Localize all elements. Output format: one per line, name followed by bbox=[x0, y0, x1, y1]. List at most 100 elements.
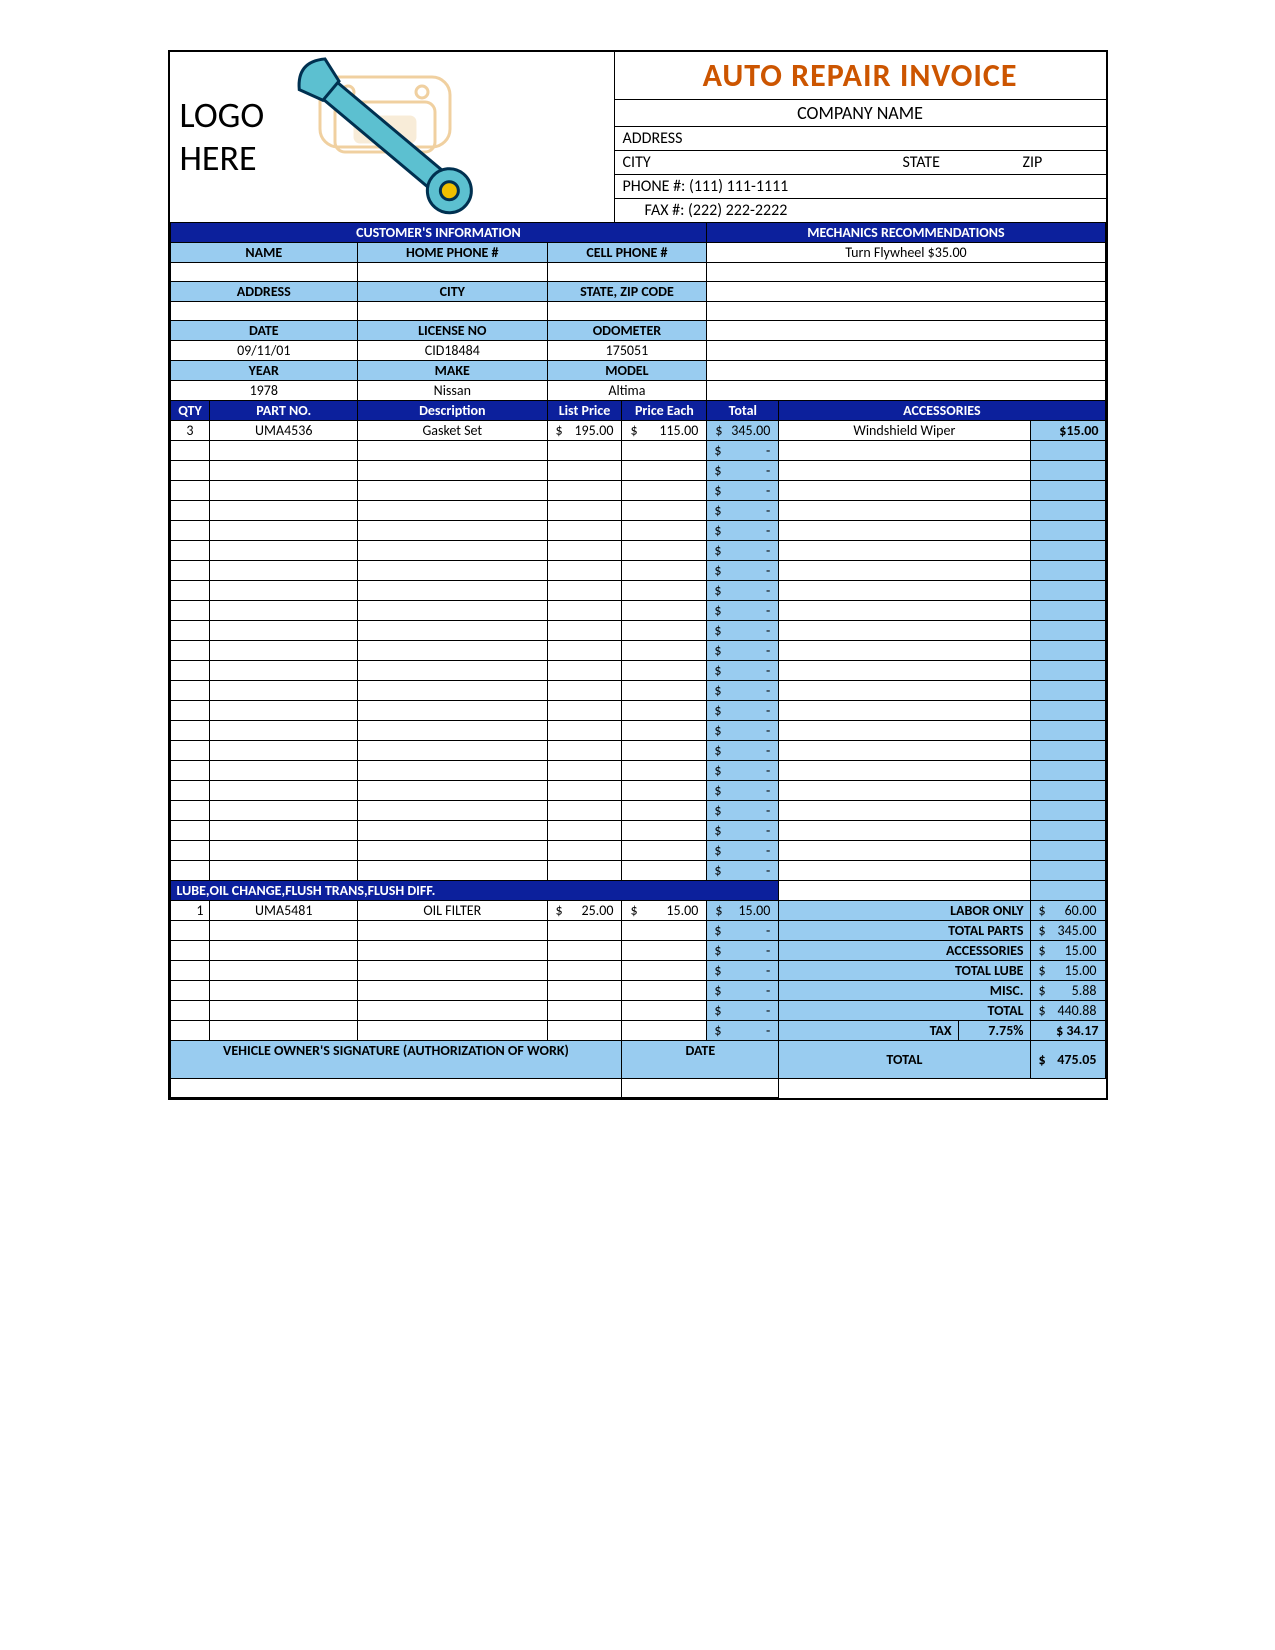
qty-cell[interactable] bbox=[170, 481, 210, 501]
list-price-cell[interactable] bbox=[547, 821, 622, 841]
list-price-cell[interactable] bbox=[547, 641, 622, 661]
list-price-cell[interactable] bbox=[547, 621, 622, 641]
accessory-price-cell[interactable]: $15.00 bbox=[1030, 421, 1105, 441]
accessory-price-cell[interactable] bbox=[1030, 641, 1105, 661]
accessory-name-cell[interactable] bbox=[779, 481, 1030, 501]
accessory-price-cell[interactable] bbox=[1030, 821, 1105, 841]
description-cell[interactable] bbox=[358, 721, 547, 741]
qty-cell[interactable] bbox=[170, 761, 210, 781]
qty-cell[interactable] bbox=[170, 861, 210, 881]
accessory-price-cell[interactable] bbox=[1030, 781, 1105, 801]
list-price-cell[interactable] bbox=[547, 701, 622, 721]
price-each-cell[interactable] bbox=[622, 821, 707, 841]
price-each-cell[interactable] bbox=[622, 861, 707, 881]
accessory-price-cell[interactable] bbox=[1030, 561, 1105, 581]
price-each-cell[interactable] bbox=[622, 561, 707, 581]
accessory-name-cell[interactable] bbox=[779, 781, 1030, 801]
qty-cell[interactable] bbox=[170, 461, 210, 481]
accessory-name-cell[interactable] bbox=[779, 721, 1030, 741]
license-value[interactable]: CID18484 bbox=[358, 341, 547, 361]
description-cell[interactable] bbox=[358, 841, 547, 861]
price-each-cell[interactable] bbox=[622, 601, 707, 621]
list-price-cell[interactable] bbox=[547, 601, 622, 621]
price-each-cell[interactable] bbox=[622, 801, 707, 821]
partno-cell[interactable] bbox=[210, 601, 358, 621]
list-price-cell[interactable] bbox=[547, 561, 622, 581]
accessory-price-cell[interactable] bbox=[1030, 541, 1105, 561]
description-cell[interactable] bbox=[358, 521, 547, 541]
accessory-price-cell[interactable] bbox=[1030, 621, 1105, 641]
description-cell[interactable] bbox=[358, 541, 547, 561]
list-price-cell[interactable] bbox=[547, 741, 622, 761]
partno-cell[interactable] bbox=[210, 621, 358, 641]
list-price-cell[interactable] bbox=[547, 481, 622, 501]
cell-phone-value[interactable] bbox=[547, 263, 707, 282]
list-price-cell[interactable] bbox=[547, 521, 622, 541]
qty-cell[interactable] bbox=[170, 501, 210, 521]
accessory-name-cell[interactable] bbox=[779, 621, 1030, 641]
list-price-cell[interactable] bbox=[547, 781, 622, 801]
partno-cell[interactable] bbox=[210, 781, 358, 801]
list-price-cell[interactable] bbox=[547, 721, 622, 741]
partno-cell[interactable] bbox=[210, 761, 358, 781]
partno-cell[interactable] bbox=[210, 461, 358, 481]
name-value[interactable] bbox=[170, 263, 358, 282]
qty-cell[interactable] bbox=[170, 781, 210, 801]
price-each-cell[interactable] bbox=[622, 621, 707, 641]
partno-cell[interactable] bbox=[210, 501, 358, 521]
accessory-price-cell[interactable] bbox=[1030, 521, 1105, 541]
partno-cell[interactable] bbox=[210, 741, 358, 761]
lube-partno[interactable]: UMA5481 bbox=[210, 901, 358, 921]
qty-cell[interactable] bbox=[170, 581, 210, 601]
qty-cell[interactable] bbox=[170, 441, 210, 461]
description-cell[interactable] bbox=[358, 821, 547, 841]
qty-cell[interactable] bbox=[170, 701, 210, 721]
accessory-price-cell[interactable] bbox=[1030, 841, 1105, 861]
model-value[interactable]: Altima bbox=[547, 381, 707, 401]
partno-cell[interactable] bbox=[210, 541, 358, 561]
description-cell[interactable] bbox=[358, 741, 547, 761]
accessory-name-cell[interactable] bbox=[779, 741, 1030, 761]
description-cell[interactable] bbox=[358, 781, 547, 801]
partno-cell[interactable] bbox=[210, 561, 358, 581]
partno-cell[interactable] bbox=[210, 861, 358, 881]
partno-cell[interactable] bbox=[210, 641, 358, 661]
partno-cell[interactable] bbox=[210, 441, 358, 461]
description-cell[interactable] bbox=[358, 761, 547, 781]
qty-cell[interactable] bbox=[170, 741, 210, 761]
description-cell[interactable] bbox=[358, 601, 547, 621]
price-each-cell[interactable] bbox=[622, 581, 707, 601]
description-cell[interactable] bbox=[358, 621, 547, 641]
accessory-name-cell[interactable] bbox=[779, 501, 1030, 521]
price-each-cell[interactable] bbox=[622, 481, 707, 501]
date-value[interactable]: 09/11/01 bbox=[170, 341, 358, 361]
accessory-price-cell[interactable] bbox=[1030, 761, 1105, 781]
accessory-price-cell[interactable] bbox=[1030, 721, 1105, 741]
list-price-cell[interactable]: $195.00 bbox=[547, 421, 622, 441]
year-value[interactable]: 1978 bbox=[170, 381, 358, 401]
price-each-cell[interactable] bbox=[622, 741, 707, 761]
description-cell[interactable] bbox=[358, 501, 547, 521]
partno-cell[interactable] bbox=[210, 581, 358, 601]
qty-cell[interactable] bbox=[170, 661, 210, 681]
qty-cell[interactable] bbox=[170, 801, 210, 821]
price-each-cell[interactable] bbox=[622, 661, 707, 681]
description-cell[interactable] bbox=[358, 561, 547, 581]
qty-cell[interactable] bbox=[170, 521, 210, 541]
list-price-cell[interactable] bbox=[547, 541, 622, 561]
partno-cell[interactable] bbox=[210, 661, 358, 681]
accessory-price-cell[interactable] bbox=[1030, 861, 1105, 881]
qty-cell[interactable] bbox=[170, 721, 210, 741]
accessory-price-cell[interactable] bbox=[1030, 681, 1105, 701]
accessory-name-cell[interactable] bbox=[779, 561, 1030, 581]
description-cell[interactable] bbox=[358, 661, 547, 681]
accessory-price-cell[interactable] bbox=[1030, 441, 1105, 461]
partno-cell[interactable] bbox=[210, 681, 358, 701]
accessory-name-cell[interactable] bbox=[779, 441, 1030, 461]
lube-price-each[interactable]: $15.00 bbox=[622, 901, 707, 921]
qty-cell[interactable]: 3 bbox=[170, 421, 210, 441]
price-each-cell[interactable] bbox=[622, 541, 707, 561]
accessory-name-cell[interactable] bbox=[779, 641, 1030, 661]
list-price-cell[interactable] bbox=[547, 681, 622, 701]
list-price-cell[interactable] bbox=[547, 841, 622, 861]
